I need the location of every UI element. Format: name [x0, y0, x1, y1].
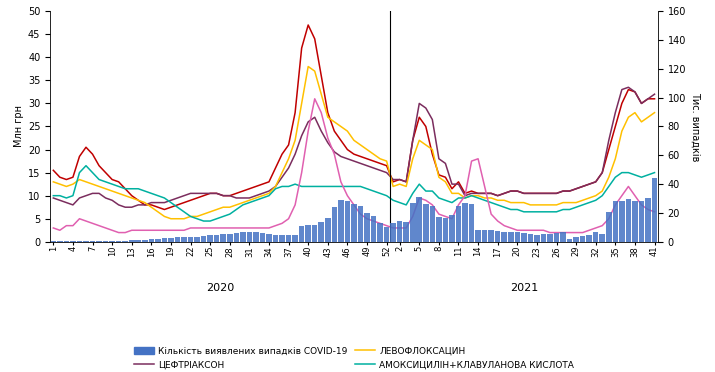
- Bar: [240, 232, 246, 242]
- Bar: [181, 237, 187, 242]
- Bar: [214, 235, 220, 242]
- Bar: [312, 224, 317, 242]
- Bar: [325, 218, 330, 242]
- Bar: [364, 213, 370, 242]
- Bar: [109, 241, 115, 242]
- Bar: [403, 222, 409, 242]
- Bar: [207, 235, 213, 242]
- Bar: [90, 241, 95, 242]
- Bar: [345, 202, 350, 242]
- Bar: [122, 241, 128, 242]
- Bar: [443, 218, 448, 242]
- Text: 2021: 2021: [510, 283, 538, 293]
- Bar: [97, 241, 102, 242]
- Bar: [573, 237, 579, 242]
- Bar: [305, 224, 311, 242]
- Bar: [136, 240, 141, 242]
- Bar: [116, 241, 122, 242]
- Bar: [561, 232, 566, 242]
- Bar: [501, 232, 507, 242]
- Bar: [247, 232, 252, 242]
- Bar: [201, 236, 207, 242]
- Bar: [397, 221, 403, 242]
- Bar: [142, 240, 147, 242]
- Bar: [70, 241, 76, 242]
- Bar: [384, 227, 390, 242]
- Bar: [417, 197, 422, 242]
- Bar: [351, 204, 357, 242]
- Y-axis label: Млн грн: Млн грн: [14, 106, 24, 147]
- Bar: [638, 202, 644, 242]
- Bar: [482, 230, 488, 242]
- Bar: [234, 233, 239, 242]
- Bar: [280, 235, 285, 242]
- Bar: [174, 237, 180, 242]
- Bar: [541, 234, 546, 242]
- Bar: [57, 241, 63, 242]
- Bar: [162, 238, 167, 242]
- Bar: [430, 206, 435, 242]
- Bar: [553, 233, 559, 242]
- Bar: [168, 238, 174, 242]
- Bar: [528, 234, 533, 242]
- Bar: [155, 239, 161, 242]
- Bar: [77, 241, 82, 242]
- Bar: [358, 206, 363, 242]
- Bar: [469, 204, 474, 242]
- Bar: [619, 201, 625, 242]
- Bar: [508, 232, 513, 242]
- Bar: [338, 200, 344, 242]
- Bar: [488, 230, 494, 242]
- Bar: [149, 239, 154, 242]
- Bar: [332, 207, 337, 242]
- Bar: [194, 237, 200, 242]
- Bar: [449, 215, 455, 242]
- Bar: [534, 235, 540, 242]
- Bar: [613, 202, 618, 242]
- Bar: [253, 232, 259, 242]
- Legend: Кількість виявлених випадків COVID-19, ЦЕФТРІАКСОН, АЗІТРОМІЦИН, ЛЕВОФЛОКСАЦИН, : Кількість виявлених випадків COVID-19, Ц…: [130, 343, 578, 372]
- Bar: [652, 179, 657, 242]
- Bar: [475, 230, 481, 242]
- Bar: [272, 235, 278, 242]
- Bar: [227, 234, 232, 242]
- Bar: [220, 234, 226, 242]
- Text: 2020: 2020: [206, 283, 234, 293]
- Bar: [462, 203, 468, 242]
- Bar: [547, 234, 553, 242]
- Bar: [292, 235, 298, 242]
- Bar: [266, 234, 272, 242]
- Bar: [495, 231, 500, 242]
- Bar: [632, 202, 638, 242]
- Bar: [51, 241, 56, 242]
- Bar: [129, 240, 134, 242]
- Bar: [515, 232, 520, 242]
- Bar: [410, 203, 415, 242]
- Bar: [188, 237, 193, 242]
- Bar: [455, 206, 461, 242]
- Bar: [645, 198, 651, 242]
- Bar: [436, 217, 442, 242]
- Bar: [318, 222, 324, 242]
- Bar: [593, 232, 598, 242]
- Bar: [423, 203, 428, 242]
- Bar: [567, 239, 572, 242]
- Bar: [378, 223, 383, 242]
- Bar: [521, 233, 527, 242]
- Bar: [586, 235, 592, 242]
- Bar: [606, 212, 611, 242]
- Bar: [286, 235, 291, 242]
- Bar: [580, 236, 586, 242]
- Bar: [599, 234, 605, 242]
- Bar: [103, 241, 109, 242]
- Bar: [390, 223, 396, 242]
- Bar: [626, 199, 631, 242]
- Bar: [371, 216, 376, 242]
- Bar: [83, 241, 89, 242]
- Bar: [64, 241, 69, 242]
- Y-axis label: Тис. випадків: Тис. випадків: [690, 92, 700, 161]
- Bar: [260, 233, 265, 242]
- Bar: [299, 226, 305, 242]
